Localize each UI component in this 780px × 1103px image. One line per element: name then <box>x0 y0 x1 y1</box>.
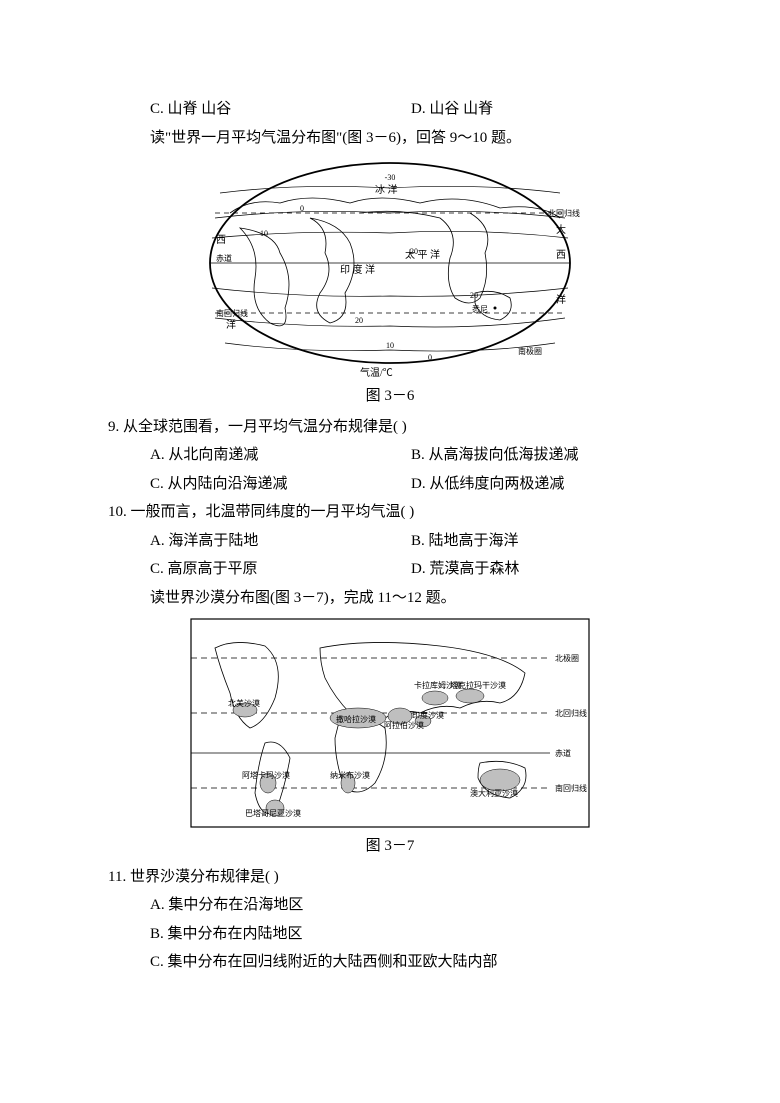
ocean-atlantic-e3: 洋 <box>556 293 566 306</box>
q8-option-d[interactable]: D. 山谷 山脊 <box>411 95 672 124</box>
ocean-atlantic-w1: 西 <box>216 235 226 246</box>
q10-options-cd: C. 高原高于平原 D. 荒漠高于森林 <box>108 555 672 584</box>
q11-option-a[interactable]: A. 集中分布在沿海地区 <box>108 891 672 920</box>
q11-option-b[interactable]: B. 集中分布在内陆地区 <box>108 920 672 949</box>
ocean-atlantic-e2: 西 <box>556 250 566 261</box>
ocean-pacific: 太 平 洋 <box>405 248 440 261</box>
figure-3-7: 北极圈 北回归线 赤道 南回归线 北美沙漠 撒哈拉沙漠 阿拉伯沙漠 卡拉库姆沙漠… <box>108 618 672 861</box>
figure-3-6: -30 0 10 20 20 20 10 0 北回归线 赤道 南回归线 南极圈 … <box>108 158 672 411</box>
q11-text: 11. 世界沙漠分布规律是( ) <box>108 863 672 892</box>
zone-tropic-capricorn: 南回归线 <box>555 783 587 793</box>
zone-arctic: 北极圈 <box>555 653 579 663</box>
q10-option-b[interactable]: B. 陆地高于海洋 <box>411 527 672 556</box>
intro-q11-q12: 读世界沙漠分布图(图 3－7)，完成 11～12 题。 <box>108 584 672 613</box>
q9-option-b[interactable]: B. 从高海拔向低海拔递减 <box>411 441 672 470</box>
isotherm-label: -30 <box>385 173 396 182</box>
isotherm-label: 0 <box>300 204 304 213</box>
zone-tropic-capricorn-w: 南回归线 <box>216 308 248 318</box>
desert-patagonia: 巴塔哥尼亚沙漠 <box>245 808 301 818</box>
zone-equator-w: 赤道 <box>216 253 232 263</box>
isotherm-label: 20 <box>470 291 478 300</box>
q9-text: 9. 从全球范围看，一月平均气温分布规律是( ) <box>108 413 672 442</box>
q9-option-d[interactable]: D. 从低纬度向两极递减 <box>411 470 672 499</box>
q10-text: 10. 一般而言，北温带同纬度的一月平均气温( ) <box>108 498 672 527</box>
desert-na: 北美沙漠 <box>228 698 260 708</box>
temp-axis-label: 气温/℃ <box>360 366 393 378</box>
ocean-atlantic-w2: 洋 <box>226 318 236 331</box>
place-sydney: 悉尼 <box>472 304 488 314</box>
zone-tropic-cancer: 北回归线 <box>555 708 587 718</box>
q8-options-cd: C. 山脊 山谷 D. 山谷 山脊 <box>108 95 672 124</box>
q11-option-c[interactable]: C. 集中分布在回归线附近的大陆西侧和亚欧大陆内部 <box>108 948 672 977</box>
desert-atacama: 阿塔卡玛沙漠 <box>242 770 290 780</box>
intro-q9-q10: 读"世界一月平均气温分布图"(图 3－6)，回答 9～10 题。 <box>108 124 672 153</box>
desert-australia: 澳大利亚沙漠 <box>470 788 518 798</box>
q8-option-c[interactable]: C. 山脊 山谷 <box>150 95 411 124</box>
desert-namib: 纳米布沙漠 <box>330 770 370 780</box>
isotherm-label: 20 <box>355 316 363 325</box>
q10-option-c[interactable]: C. 高原高于平原 <box>150 555 411 584</box>
world-jan-temp-map: -30 0 10 20 20 20 10 0 北回归线 赤道 南回归线 南极圈 … <box>200 158 580 378</box>
desert-sahara: 撒哈拉沙漠 <box>336 714 376 724</box>
world-desert-map: 北极圈 北回归线 赤道 南回归线 北美沙漠 撒哈拉沙漠 阿拉伯沙漠 卡拉库姆沙漠… <box>190 618 590 828</box>
q9-options-cd: C. 从内陆向沿海递减 D. 从低纬度向两极递减 <box>108 470 672 499</box>
q10-option-d[interactable]: D. 荒漠高于森林 <box>411 555 672 584</box>
ocean-indian: 印 度 洋 <box>340 263 375 276</box>
zone-tropic-cancer: 北回归线 <box>548 208 580 218</box>
q9-option-a[interactable]: A. 从北向南递减 <box>150 441 411 470</box>
q10-options-ab: A. 海洋高于陆地 B. 陆地高于海洋 <box>108 527 672 556</box>
isotherm-label: 10 <box>386 341 394 350</box>
zone-antarctic: 南极圈 <box>518 346 542 356</box>
desert-arabia: 阿拉伯沙漠 <box>384 720 424 730</box>
figure-3-7-caption: 图 3－7 <box>108 832 672 861</box>
isotherm-label: 0 <box>428 353 432 362</box>
ocean-arctic: 冰 洋 <box>375 183 398 196</box>
zone-equator: 赤道 <box>555 748 571 758</box>
ocean-atlantic-e1: 大 <box>556 223 566 236</box>
q9-options-ab: A. 从北向南递减 B. 从高海拔向低海拔递减 <box>108 441 672 470</box>
q10-option-a[interactable]: A. 海洋高于陆地 <box>150 527 411 556</box>
desert-india: 印度沙漠 <box>412 710 444 720</box>
figure-3-6-caption: 图 3－6 <box>108 382 672 411</box>
isotherm-label: 10 <box>260 229 268 238</box>
desert-taklamakan: 塔克拉玛干沙漠 <box>450 680 506 690</box>
q9-option-c[interactable]: C. 从内陆向沿海递减 <box>150 470 411 499</box>
